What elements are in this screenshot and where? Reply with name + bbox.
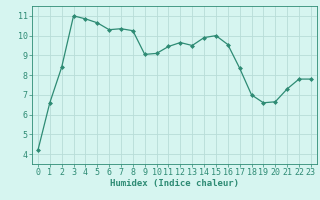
X-axis label: Humidex (Indice chaleur): Humidex (Indice chaleur): [110, 179, 239, 188]
